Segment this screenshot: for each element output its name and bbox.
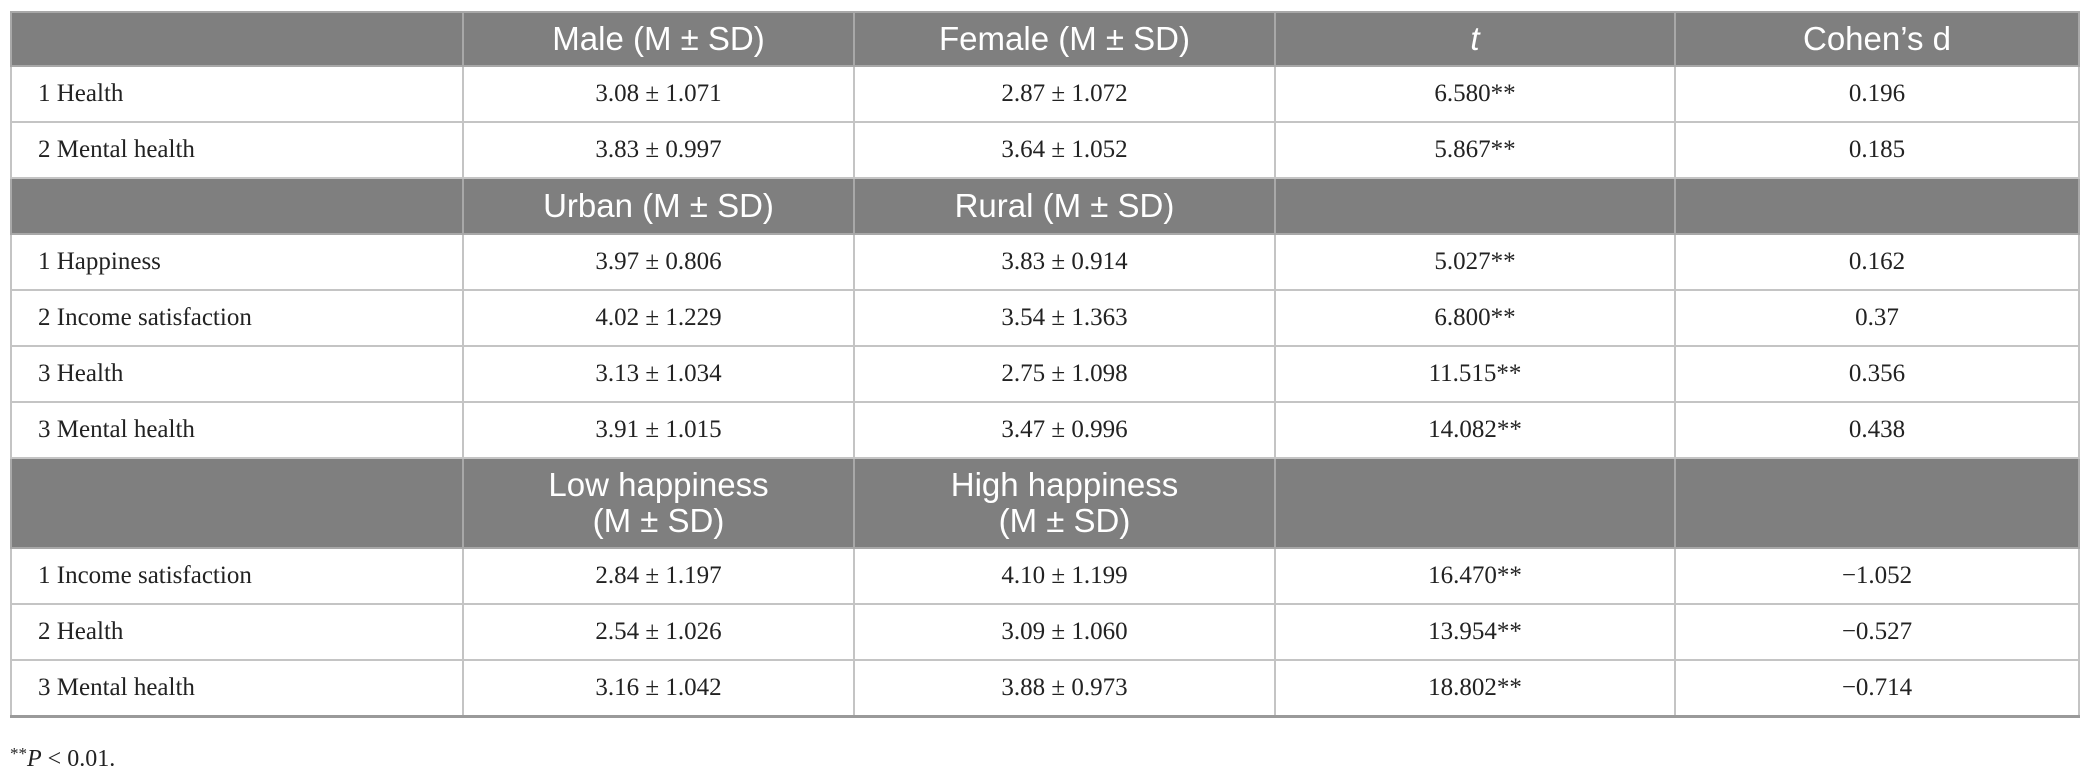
cohens-d-value: −0.714 <box>1674 659 2080 718</box>
group-a-value: 3.83 ± 0.997 <box>462 121 855 179</box>
group-b-value: 3.64 ± 1.052 <box>853 121 1276 179</box>
group-a-value: 3.16 ± 1.042 <box>462 659 855 718</box>
t-value: 11.515** <box>1274 345 1676 403</box>
cohens-d-value: 0.162 <box>1674 233 2080 291</box>
cohens-d-value: −1.052 <box>1674 547 2080 605</box>
footnote-text: < 0.01. <box>41 746 116 772</box>
footnote-variable: P <box>27 746 42 772</box>
group-header-cell: Urban (M ± SD) <box>462 177 855 235</box>
table-row: 3 Mental health 3.91 ± 1.015 3.47 ± 0.996 1… <box>10 401 2080 459</box>
group-a-value: 3.91 ± 1.015 <box>462 401 855 459</box>
group-header-cell: Low happiness (M ± SD) <box>462 457 855 549</box>
cohens-d-value: 0.185 <box>1674 121 2080 179</box>
group-b-value: 3.47 ± 0.996 <box>853 401 1276 459</box>
cohens-d-value: 0.438 <box>1674 401 2080 459</box>
row-label: 3 Mental health <box>10 401 464 459</box>
group-header-row: Low happiness (M ± SD) High happiness (M … <box>10 457 2080 549</box>
table-row: 3 Mental health 3.16 ± 1.042 3.88 ± 0.973 1… <box>10 659 2080 718</box>
t-value: 5.027** <box>1274 233 1676 291</box>
t-value: 18.802** <box>1274 659 1676 718</box>
table-row: 3 Health 3.13 ± 1.034 2.75 ± 1.098 11.515**… <box>10 345 2080 403</box>
row-label: 1 Income satisfaction <box>10 547 464 605</box>
group-header-cell: Cohen’s d <box>1674 11 2080 67</box>
row-label: 3 Health <box>10 345 464 403</box>
group-header-cell: High happiness (M ± SD) <box>853 457 1276 549</box>
group-header-cell <box>1274 457 1676 549</box>
t-value: 16.470** <box>1274 547 1676 605</box>
table-row: 1 Health 3.08 ± 1.071 2.87 ± 1.072 6.580** 0… <box>10 65 2080 123</box>
cohens-d-value: 0.37 <box>1674 289 2080 347</box>
table-row: 1 Income satisfaction 2.84 ± 1.197 4.10 ± … <box>10 547 2080 605</box>
t-value: 5.867** <box>1274 121 1676 179</box>
group-header-row: Urban (M ± SD) Rural (M ± SD) <box>10 177 2080 235</box>
group-header-cell: t <box>1274 11 1676 67</box>
group-header-cell: Rural (M ± SD) <box>853 177 1276 235</box>
row-label: 2 Income satisfaction <box>10 289 464 347</box>
row-label: 1 Health <box>10 65 464 123</box>
cohens-d-value: 0.196 <box>1674 65 2080 123</box>
table-row: 2 Mental health 3.83 ± 0.997 3.64 ± 1.052 5… <box>10 121 2080 179</box>
footnote: **P < 0.01. <box>10 744 115 773</box>
t-value: 6.580** <box>1274 65 1676 123</box>
group-b-value: 3.83 ± 0.914 <box>853 233 1276 291</box>
group-a-value: 2.54 ± 1.026 <box>462 603 855 661</box>
group-a-value: 2.84 ± 1.197 <box>462 547 855 605</box>
group-header-cell <box>1274 177 1676 235</box>
footnote-marker: ** <box>10 744 27 763</box>
row-label: 1 Happiness <box>10 233 464 291</box>
t-value: 13.954** <box>1274 603 1676 661</box>
cohens-d-value: −0.527 <box>1674 603 2080 661</box>
table-row: 2 Health 2.54 ± 1.026 3.09 ± 1.060 13.954**… <box>10 603 2080 661</box>
group-b-value: 4.10 ± 1.199 <box>853 547 1276 605</box>
group-a-value: 4.02 ± 1.229 <box>462 289 855 347</box>
group-header-cell <box>1674 457 2080 549</box>
group-header-cell <box>10 11 464 67</box>
group-b-value: 2.87 ± 1.072 <box>853 65 1276 123</box>
row-label: 3 Mental health <box>10 659 464 718</box>
group-header-cell <box>1674 177 2080 235</box>
group-a-value: 3.13 ± 1.034 <box>462 345 855 403</box>
group-b-value: 3.09 ± 1.060 <box>853 603 1276 661</box>
group-a-value: 3.08 ± 1.071 <box>462 65 855 123</box>
table-row: 2 Income satisfaction 4.02 ± 1.229 3.54 ± … <box>10 289 2080 347</box>
group-header-cell: Male (M ± SD) <box>462 11 855 67</box>
t-value: 6.800** <box>1274 289 1676 347</box>
group-b-value: 2.75 ± 1.098 <box>853 345 1276 403</box>
group-b-value: 3.88 ± 0.973 <box>853 659 1276 718</box>
group-header-cell <box>10 177 464 235</box>
cohens-d-value: 0.356 <box>1674 345 2080 403</box>
row-label: 2 Health <box>10 603 464 661</box>
group-b-value: 3.54 ± 1.363 <box>853 289 1276 347</box>
group-header-cell: Female (M ± SD) <box>853 11 1276 67</box>
t-value: 14.082** <box>1274 401 1676 459</box>
group-a-value: 3.97 ± 0.806 <box>462 233 855 291</box>
group-header-cell <box>10 457 464 549</box>
group-header-row: Male (M ± SD) Female (M ± SD) t Cohen’s d <box>10 11 2080 67</box>
row-label: 2 Mental health <box>10 121 464 179</box>
table-row: 1 Happiness 3.97 ± 0.806 3.83 ± 0.914 5.027… <box>10 233 2080 291</box>
